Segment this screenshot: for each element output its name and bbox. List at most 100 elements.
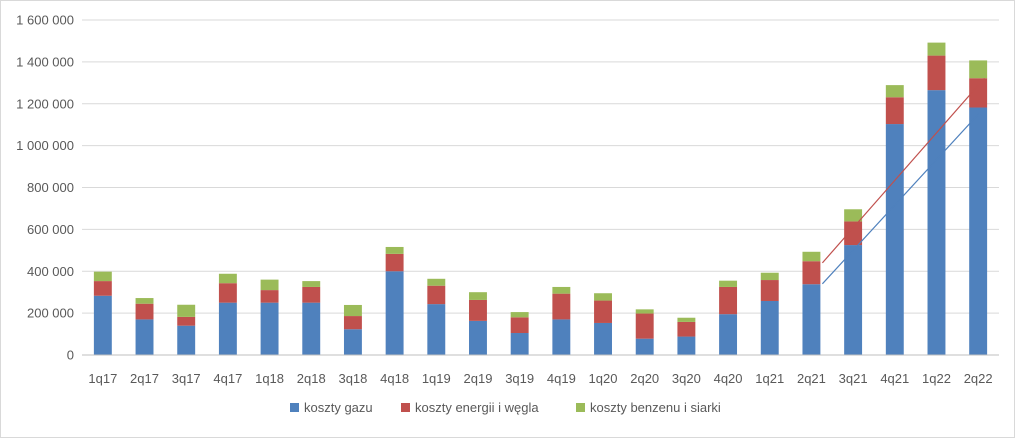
bar-segment-series-0: [469, 320, 487, 355]
bar-segment-series-1: [177, 316, 196, 326]
bar-segment-series-0: [802, 284, 821, 355]
legend: koszty gazu koszty energii i węgla koszty …: [290, 400, 721, 415]
bar-segment-series-0: [510, 333, 529, 355]
bar-segment-series-0: [885, 124, 904, 355]
x-axis: 1q17 2q17 3q17 4q17 1q18 2q18 3q18 4q18 1q19 2q19…: [82, 354, 999, 386]
legend-swatch: [576, 403, 585, 412]
bar-segment-series-0: [760, 300, 779, 355]
bar-segment-series-1: [343, 316, 362, 330]
bar-segment-series-0: [260, 302, 279, 355]
bar-segment-series-0: [719, 314, 738, 355]
bar-segment-series-2: [343, 304, 362, 317]
bar-segment-series-1: [385, 253, 404, 272]
bar-segment-series-0: [427, 304, 446, 355]
bar-segment-series-2: [594, 293, 612, 301]
x-tick-label: 2q22: [964, 371, 993, 386]
bars: [93, 42, 988, 355]
x-tick-label: 4q19: [547, 371, 576, 386]
bar-segment-series-2: [510, 312, 529, 318]
bar-segment-series-0: [635, 338, 654, 355]
trend-arrow-0: [821, 77, 985, 264]
legend-item: koszty benzenu i siarki: [576, 400, 721, 415]
bar-segment-series-2: [427, 278, 446, 286]
legend-item: koszty energii i węgla: [401, 400, 539, 415]
bar-segment-series-0: [594, 322, 612, 355]
bar-segment-series-0: [677, 336, 696, 355]
x-tick-label: 4q17: [213, 371, 242, 386]
bar-segment-series-1: [302, 286, 321, 303]
bar-segment-series-0: [969, 107, 988, 355]
bar-segment-series-1: [844, 221, 863, 246]
bar-segment-series-0: [177, 325, 196, 355]
bar-segment-series-2: [760, 272, 779, 281]
legend-label: koszty energii i węgla: [415, 400, 539, 415]
x-tick-label: 3q18: [338, 371, 367, 386]
bar-segment-series-1: [469, 299, 487, 321]
trend-arrows: [821, 77, 985, 285]
x-tick-label: 3q20: [672, 371, 701, 386]
y-tick-label: 1 600 000: [16, 13, 74, 28]
x-tick-label: 2q18: [297, 371, 326, 386]
bar-segment-series-2: [719, 280, 738, 287]
bar-segment-series-0: [927, 90, 946, 355]
y-tick-label: 800 000: [27, 180, 74, 195]
y-tick-label: 1 400 000: [16, 54, 74, 69]
bar-segment-series-1: [885, 97, 904, 125]
bar-segment-series-2: [385, 246, 404, 254]
bar-segment-series-1: [260, 290, 279, 303]
bar-segment-series-2: [969, 60, 988, 79]
x-tick-label: 1q17: [88, 371, 117, 386]
bar-segment-series-2: [302, 281, 321, 287]
bar-segment-series-2: [260, 279, 279, 291]
y-tick-label: 0: [67, 348, 74, 363]
bar-segment-series-1: [927, 55, 946, 91]
trend-arrow-1: [821, 107, 985, 285]
bar-segment-series-0: [93, 295, 112, 355]
x-tick-label: 1q22: [922, 371, 951, 386]
y-tick-label: 600 000: [27, 222, 74, 237]
x-tick-label: 3q19: [505, 371, 534, 386]
x-tick-label: 1q18: [255, 371, 284, 386]
bar-segment-series-2: [677, 317, 696, 322]
bar-segment-series-2: [552, 286, 571, 294]
legend-item: koszty gazu: [290, 400, 373, 415]
bar-segment-series-0: [218, 302, 237, 355]
bar-segment-series-1: [802, 261, 821, 285]
bar-segment-series-2: [469, 292, 487, 300]
bar-segment-series-1: [677, 321, 696, 337]
bar-segment-series-2: [927, 42, 946, 56]
bar-segment-series-1: [218, 283, 237, 303]
x-tick-label: 4q21: [880, 371, 909, 386]
bar-segment-series-0: [135, 319, 154, 355]
x-tick-label: 2q20: [630, 371, 659, 386]
bar-segment-series-1: [635, 313, 654, 339]
x-tick-label: 2q17: [130, 371, 159, 386]
bar-segment-series-2: [93, 271, 112, 282]
x-tick-label: 1q21: [755, 371, 784, 386]
bar-segment-series-2: [885, 85, 904, 98]
bar-segment-series-2: [177, 304, 196, 317]
bar-segment-series-1: [427, 285, 446, 305]
bar-segment-series-1: [93, 281, 112, 296]
bar-segment-series-2: [135, 298, 154, 304]
bar-segment-series-2: [844, 209, 863, 222]
bar-segment-series-1: [135, 303, 154, 320]
legend-swatch: [401, 403, 410, 412]
bar-segment-series-2: [802, 251, 821, 262]
legend-label: koszty benzenu i siarki: [590, 400, 721, 415]
y-tick-label: 1 000 000: [16, 138, 74, 153]
x-tick-label: 4q18: [380, 371, 409, 386]
x-tick-label: 1q19: [422, 371, 451, 386]
bar-segment-series-0: [385, 271, 404, 355]
y-tick-label: 1 200 000: [16, 96, 74, 111]
bar-segment-series-1: [552, 293, 571, 320]
y-tick-label: 400 000: [27, 264, 74, 279]
bar-segment-series-0: [343, 329, 362, 355]
bar-segment-series-0: [302, 302, 321, 355]
x-tick-label: 3q17: [172, 371, 201, 386]
x-tick-label: 2q19: [464, 371, 493, 386]
bar-segment-series-2: [635, 309, 654, 314]
y-axis: 0 200 000 400 000 600 000 800 000 1 000 000 1 …: [16, 13, 74, 363]
x-tick-label: 2q21: [797, 371, 826, 386]
